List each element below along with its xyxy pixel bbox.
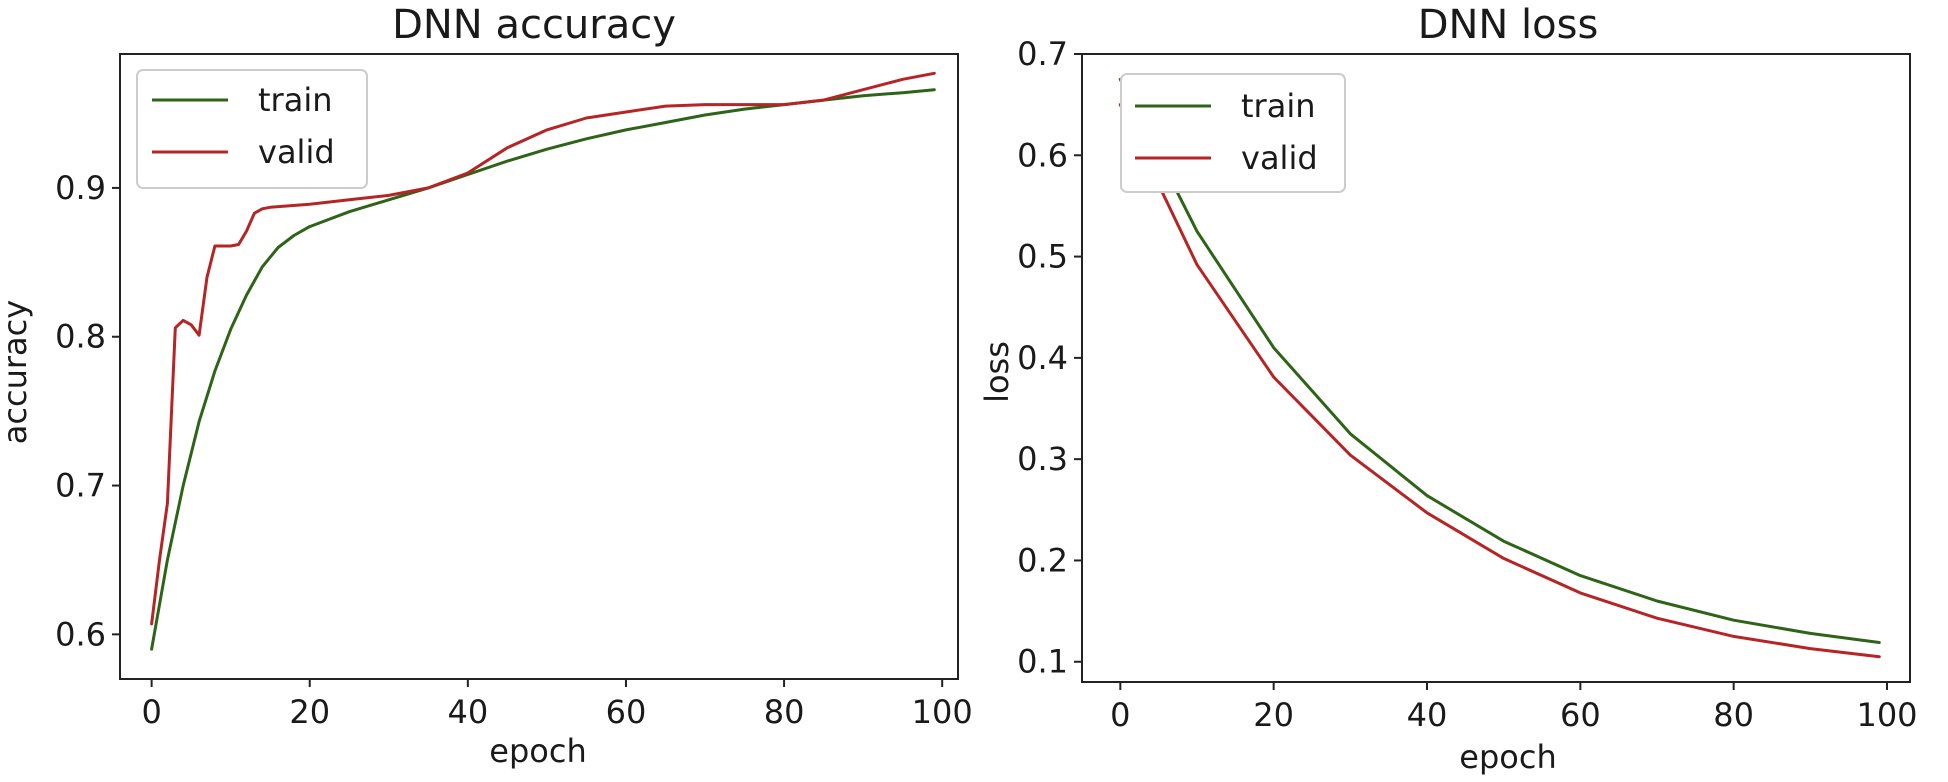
accuracy-x-tick-label: 60 [606,693,647,731]
loss-y-tick-label: 0.1 [1017,643,1068,681]
loss-y-tick-label: 0.4 [1017,339,1068,377]
accuracy-x-tick-label: 80 [764,693,805,731]
accuracy-y-tick-label: 0.7 [55,467,106,505]
loss-y-tick-label: 0.2 [1017,541,1068,579]
loss-x-tick-label: 80 [1713,696,1754,734]
accuracy-chart: DNN accuracy 0 20 40 60 80 100 0.6 0.7 0.8 0.9 e… [0,2,973,770]
loss-legend-train-label: train [1241,87,1315,125]
loss-chart-title: DNN loss [1418,2,1599,48]
accuracy-legend-train-label: train [258,81,332,119]
accuracy-legend-valid-label: valid [258,133,335,171]
accuracy-y-axis-label: accuracy [0,300,34,444]
accuracy-x-axis-label: epoch [489,732,586,770]
accuracy-legend: train valid [136,69,368,189]
accuracy-y-tick-label: 0.8 [55,318,106,356]
loss-y-axis-label: loss [978,341,1016,403]
loss-y-tick-label: 0.6 [1017,136,1068,174]
accuracy-plot-frame [119,53,959,680]
accuracy-y-ticks: 0.6 0.7 0.8 0.9 [55,169,120,653]
accuracy-x-tick-label: 20 [289,693,330,731]
loss-legend: train valid [1120,73,1346,193]
accuracy-y-tick-label: 0.9 [55,169,106,207]
loss-y-tick-label: 0.3 [1017,440,1068,478]
loss-y-tick-label: 0.5 [1017,238,1068,276]
accuracy-valid-line [150,71,936,626]
loss-chart: DNN loss 0 20 40 60 80 100 0.1 0.2 0.3 0.4 0.5 0.6… [978,2,1918,776]
loss-series [1118,77,1881,659]
loss-legend-valid-label: valid [1241,139,1318,177]
accuracy-series [150,71,936,651]
loss-plot-frame [1081,53,1911,683]
loss-y-tick-label: 0.7 [1017,35,1068,73]
loss-x-tick-label: 100 [1856,696,1917,734]
loss-x-tick-label: 20 [1253,696,1294,734]
loss-x-tick-label: 0 [1110,696,1130,734]
loss-train-line [1118,77,1881,644]
accuracy-x-tick-label: 0 [141,693,161,731]
loss-y-ticks: 0.1 0.2 0.3 0.4 0.5 0.6 0.7 [1017,35,1082,681]
loss-x-tick-label: 60 [1560,696,1601,734]
accuracy-y-tick-label: 0.6 [55,615,106,653]
loss-x-ticks: 0 20 40 60 80 100 [1110,682,1918,734]
accuracy-x-tick-label: 100 [912,693,973,731]
loss-legend-box [1120,73,1346,193]
accuracy-x-tick-label: 40 [447,693,488,731]
accuracy-chart-title: DNN accuracy [392,2,676,48]
loss-x-tick-label: 40 [1407,696,1448,734]
loss-valid-line [1118,103,1881,659]
accuracy-x-ticks: 0 20 40 60 80 100 [141,679,973,731]
loss-x-axis-label: epoch [1459,738,1556,776]
